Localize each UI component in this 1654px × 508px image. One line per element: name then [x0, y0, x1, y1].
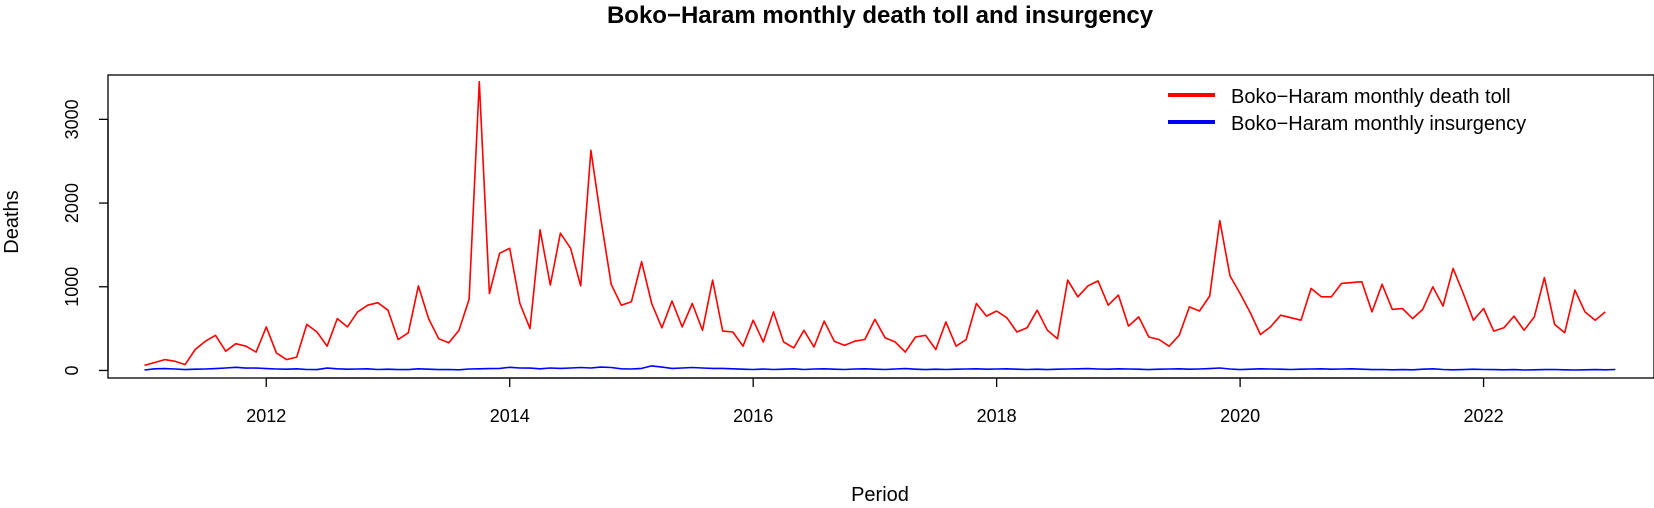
series-line-death-toll — [144, 80, 1606, 367]
series-layer — [144, 80, 1616, 371]
legend-label-death-toll: Boko−Haram monthly death toll — [1231, 86, 1511, 108]
x-tick-label: 2016 — [733, 406, 773, 426]
y-tick-label: 2000 — [62, 183, 82, 223]
x-axis: 2012 2014 2016 2018 2020 2022 — [246, 377, 1504, 426]
y-axis: 0 1000 2000 3000 — [62, 99, 109, 375]
x-tick-label: 2020 — [1220, 406, 1260, 426]
x-axis-title: Period — [851, 484, 909, 506]
chart-title: Boko−Haram monthly death toll and insurg… — [607, 2, 1154, 29]
legend-label-insurgency: Boko−Haram monthly insurgency — [1231, 113, 1526, 135]
x-tick-label: 2014 — [490, 406, 530, 426]
y-tick-label: 0 — [62, 365, 82, 375]
legend: Boko−Haram monthly death toll Boko−Haram… — [1168, 86, 1526, 135]
x-tick-label: 2022 — [1464, 406, 1504, 426]
y-axis-title: Deaths — [1, 190, 23, 253]
series-line-insurgency — [144, 365, 1616, 371]
x-tick-label: 2018 — [977, 406, 1017, 426]
y-tick-label: 1000 — [62, 267, 82, 307]
y-tick-label: 3000 — [62, 99, 82, 139]
x-tick-label: 2012 — [246, 406, 286, 426]
